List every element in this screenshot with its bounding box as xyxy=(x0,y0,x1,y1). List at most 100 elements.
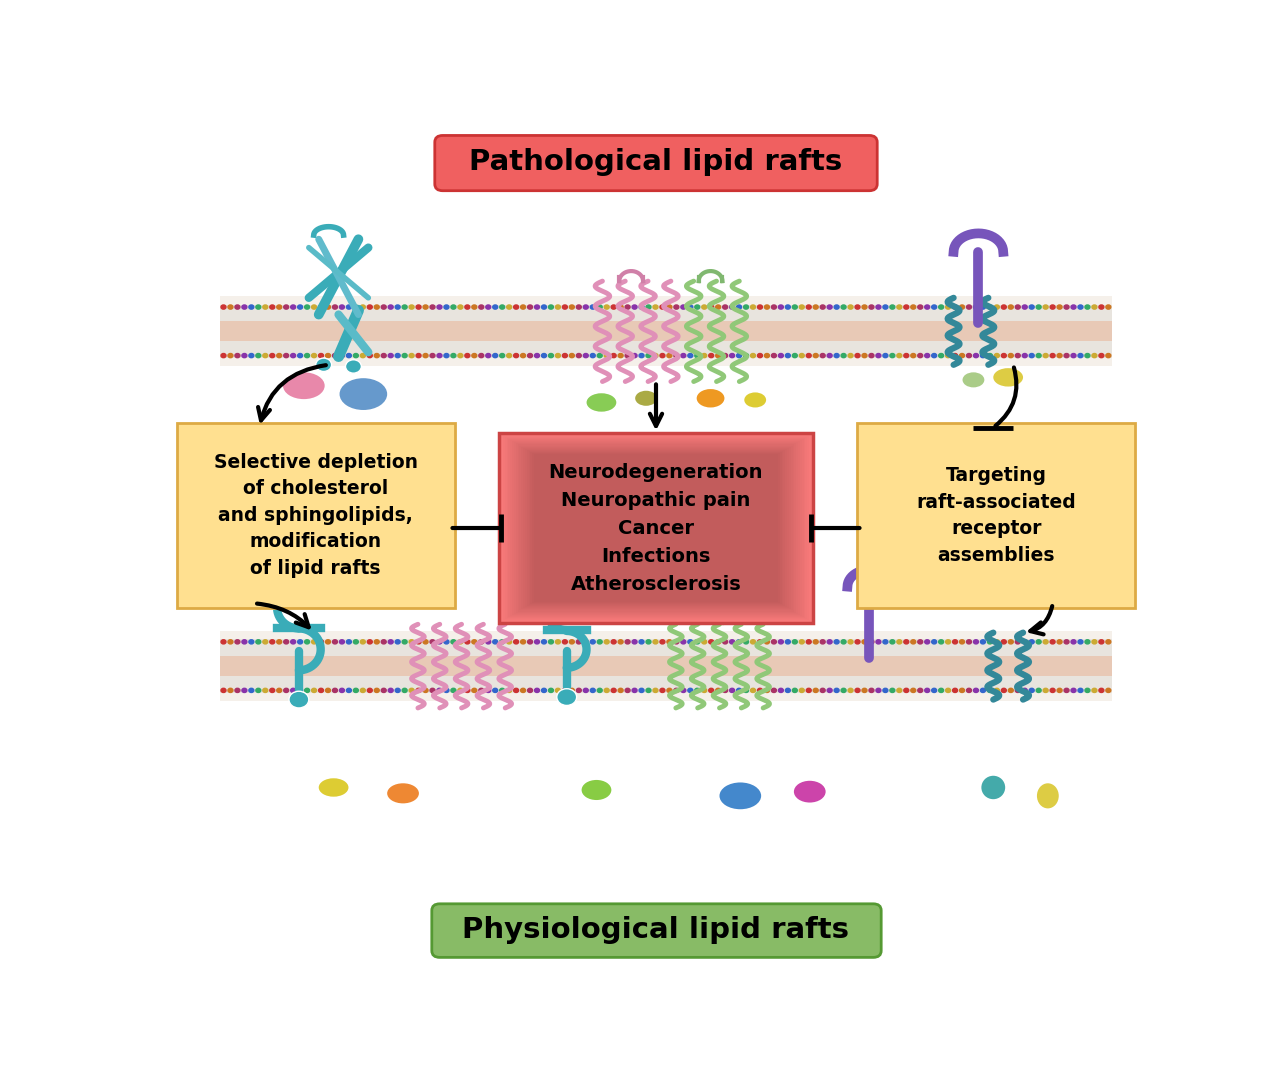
Circle shape xyxy=(1029,353,1034,358)
Circle shape xyxy=(1085,353,1091,358)
Circle shape xyxy=(1037,305,1041,309)
Circle shape xyxy=(660,640,664,644)
Circle shape xyxy=(1009,353,1014,358)
Circle shape xyxy=(527,353,532,358)
Circle shape xyxy=(932,688,937,692)
Circle shape xyxy=(883,305,888,309)
Text: Neurodegeneration
Neuropathic pain
Cancer
Infections
Atherosclerosis: Neurodegeneration Neuropathic pain Cance… xyxy=(549,462,763,594)
Circle shape xyxy=(716,353,721,358)
Circle shape xyxy=(730,688,735,692)
Circle shape xyxy=(1064,688,1069,692)
Circle shape xyxy=(673,353,678,358)
Circle shape xyxy=(388,688,393,692)
Circle shape xyxy=(1029,305,1034,309)
Circle shape xyxy=(918,640,923,644)
Circle shape xyxy=(353,353,358,358)
Circle shape xyxy=(396,640,401,644)
Circle shape xyxy=(1092,640,1097,644)
FancyBboxPatch shape xyxy=(517,445,795,612)
Circle shape xyxy=(980,353,986,358)
Circle shape xyxy=(1100,353,1103,358)
Circle shape xyxy=(772,688,777,692)
Circle shape xyxy=(974,353,978,358)
Circle shape xyxy=(284,353,289,358)
Circle shape xyxy=(799,640,804,644)
Circle shape xyxy=(1078,688,1083,692)
Circle shape xyxy=(493,305,498,309)
Circle shape xyxy=(1009,688,1014,692)
Circle shape xyxy=(535,640,539,644)
Circle shape xyxy=(653,305,658,309)
Circle shape xyxy=(890,353,895,358)
Circle shape xyxy=(966,305,972,309)
Circle shape xyxy=(681,688,686,692)
Circle shape xyxy=(911,353,915,358)
Circle shape xyxy=(1001,688,1006,692)
Circle shape xyxy=(479,305,484,309)
Circle shape xyxy=(221,353,227,358)
Circle shape xyxy=(1071,305,1076,309)
Circle shape xyxy=(1023,353,1028,358)
Circle shape xyxy=(1071,688,1076,692)
Circle shape xyxy=(786,640,790,644)
Circle shape xyxy=(849,640,852,644)
Circle shape xyxy=(381,353,387,358)
Circle shape xyxy=(353,640,358,644)
Circle shape xyxy=(548,305,553,309)
Circle shape xyxy=(995,353,1000,358)
Circle shape xyxy=(924,305,929,309)
Ellipse shape xyxy=(744,392,767,408)
Circle shape xyxy=(835,688,840,692)
Circle shape xyxy=(918,353,923,358)
Circle shape xyxy=(319,353,324,358)
Circle shape xyxy=(681,640,686,644)
Circle shape xyxy=(236,640,239,644)
Circle shape xyxy=(876,353,881,358)
Text: Pathological lipid rafts: Pathological lipid rafts xyxy=(470,148,842,176)
Circle shape xyxy=(758,353,763,358)
Circle shape xyxy=(270,305,275,309)
Circle shape xyxy=(527,688,532,692)
Circle shape xyxy=(960,688,965,692)
Circle shape xyxy=(298,305,302,309)
Circle shape xyxy=(604,688,609,692)
Circle shape xyxy=(410,688,415,692)
Circle shape xyxy=(347,640,352,644)
Ellipse shape xyxy=(993,368,1023,387)
Circle shape xyxy=(416,688,421,692)
FancyBboxPatch shape xyxy=(504,437,808,620)
Circle shape xyxy=(507,305,512,309)
Circle shape xyxy=(660,305,664,309)
Circle shape xyxy=(932,353,937,358)
Circle shape xyxy=(924,688,929,692)
Circle shape xyxy=(987,688,992,692)
FancyBboxPatch shape xyxy=(534,454,778,602)
Circle shape xyxy=(465,688,470,692)
Circle shape xyxy=(256,688,261,692)
Circle shape xyxy=(367,640,372,644)
Circle shape xyxy=(792,640,797,644)
Ellipse shape xyxy=(719,783,762,809)
Circle shape xyxy=(904,305,909,309)
Circle shape xyxy=(570,688,575,692)
Circle shape xyxy=(1037,688,1041,692)
Circle shape xyxy=(416,305,421,309)
Circle shape xyxy=(716,688,721,692)
Circle shape xyxy=(869,640,874,644)
Circle shape xyxy=(730,305,735,309)
Circle shape xyxy=(458,640,463,644)
Circle shape xyxy=(430,640,435,644)
Circle shape xyxy=(841,305,846,309)
Circle shape xyxy=(1106,640,1111,644)
Circle shape xyxy=(361,640,365,644)
Circle shape xyxy=(974,305,978,309)
Circle shape xyxy=(890,640,895,644)
Circle shape xyxy=(1064,640,1069,644)
Circle shape xyxy=(1009,640,1014,644)
Circle shape xyxy=(938,305,943,309)
Circle shape xyxy=(402,688,407,692)
Circle shape xyxy=(632,688,637,692)
Circle shape xyxy=(513,353,518,358)
Circle shape xyxy=(584,688,589,692)
Circle shape xyxy=(298,688,302,692)
